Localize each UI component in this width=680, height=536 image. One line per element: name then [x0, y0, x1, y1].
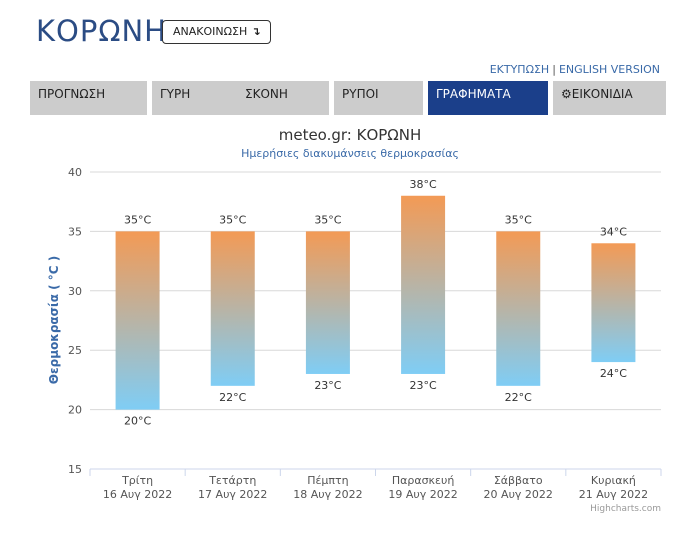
high-label: 35°C — [505, 213, 532, 226]
y-tick-label: 35 — [68, 225, 82, 238]
page-title: ΚΟΡΩΝΗ — [36, 14, 167, 48]
bars — [115, 195, 636, 410]
high-label: 38°C — [409, 178, 436, 191]
english-version-link[interactable]: ENGLISH VERSION — [558, 63, 660, 76]
tab-label: ΡΥΠΟΙ — [342, 87, 379, 101]
low-label: 20°C — [124, 415, 151, 428]
arrow-down-icon: ↴ — [251, 25, 261, 38]
temperature-bar[interactable] — [305, 231, 350, 374]
data-labels: 35°C 20°C 35°C 22°C 35°C 23°C 38°C 23°C 35°C 22°C… — [124, 178, 627, 428]
tab-charts[interactable]: ΓΡΑΦΗΜΑΤΑ — [428, 81, 548, 115]
y-tick-label: 25 — [68, 344, 82, 357]
announcement-label: ΑΝΑΚΟΙΝΩΣΗ — [173, 25, 248, 38]
x-tick-date: 19 Αυγ 2022 — [388, 488, 457, 501]
x-tick-date: 18 Αυγ 2022 — [293, 488, 362, 501]
temperature-bar[interactable] — [496, 231, 541, 386]
y-tick-label: 15 — [68, 463, 82, 476]
chart-title: meteo.gr: ΚΟΡΩΝΗ — [279, 126, 422, 144]
y-tick-label: 30 — [68, 285, 82, 298]
tab-forecast[interactable]: ΠΡΟΓΝΩΣΗ — [30, 81, 147, 115]
x-tick-day: Σάββατο — [494, 474, 543, 487]
announcement-button[interactable]: ΑΝΑΚΟΙΝΩΣΗ ↴ — [162, 20, 272, 44]
x-tick-date: 20 Αυγ 2022 — [484, 488, 553, 501]
high-label: 35°C — [124, 213, 151, 226]
tab-label: ΠΡΟΓΝΩΣΗ — [38, 87, 106, 101]
gear-icon: ⚙ — [561, 87, 572, 101]
x-tick-day: Τρίτη — [121, 474, 153, 487]
low-label: 23°C — [314, 379, 341, 392]
high-label: 35°C — [219, 213, 246, 226]
grid-lines — [90, 171, 661, 470]
low-label: 23°C — [409, 379, 436, 392]
temperature-bar[interactable] — [210, 231, 255, 386]
top-links: ΕΚΤΥΠΩΣΗ | ENGLISH VERSION — [490, 63, 660, 76]
x-tick-date: 16 Αυγ 2022 — [103, 488, 172, 501]
tab-dust[interactable]: ΣΚΟΝΗ — [237, 81, 329, 115]
tab-label: ΕΙΚΟΝΙΔΙΑ — [571, 87, 633, 101]
y-axis-ticks: 15 20 25 30 35 40 — [68, 166, 82, 476]
high-label: 34°C — [600, 225, 627, 238]
x-tick-date: 17 Αυγ 2022 — [198, 488, 267, 501]
tab-label: ΓΥΡΗ — [160, 87, 191, 101]
x-tick-day: Παρασκευή — [392, 474, 455, 487]
temperature-bar[interactable] — [115, 231, 160, 410]
y-tick-label: 40 — [68, 166, 82, 179]
tab-pollutants[interactable]: ΡΥΠΟΙ — [334, 81, 423, 115]
link-separator: | — [552, 63, 556, 76]
credits-link[interactable]: Highcharts.com — [590, 504, 661, 514]
temperature-bar[interactable] — [401, 195, 446, 374]
high-label: 35°C — [314, 213, 341, 226]
low-label: 24°C — [600, 367, 627, 380]
temperature-bar[interactable] — [591, 243, 636, 363]
y-axis-title: Θερμοκρασία ( °C ) — [47, 256, 61, 384]
x-tick-day: Πέμπτη — [307, 474, 348, 487]
tab-label: ΣΚΟΝΗ — [245, 87, 288, 101]
tab-bar: ΠΡΟΓΝΩΣΗ ΓΥΡΗ ΣΚΟΝΗ ΡΥΠΟΙ ΓΡΑΦΗΜΑΤΑ ⚙ΕΙΚ… — [30, 81, 666, 115]
x-tick-day: Τετάρτη — [208, 474, 256, 487]
chart-subtitle: Ημερήσιες διακυμάνσεις θερμοκρασίας — [241, 147, 459, 160]
y-tick-label: 20 — [68, 404, 82, 417]
tab-icons[interactable]: ⚙ΕΙΚΟΝΙΔΙΑ — [553, 81, 666, 115]
low-label: 22°C — [505, 391, 532, 404]
x-tick-date: 21 Αυγ 2022 — [579, 488, 648, 501]
x-tick-day: Κυριακή — [591, 474, 636, 487]
low-label: 22°C — [219, 391, 246, 404]
print-link[interactable]: ΕΚΤΥΠΩΣΗ — [489, 63, 550, 76]
tab-label: ΓΡΑΦΗΜΑΤΑ — [436, 87, 511, 101]
